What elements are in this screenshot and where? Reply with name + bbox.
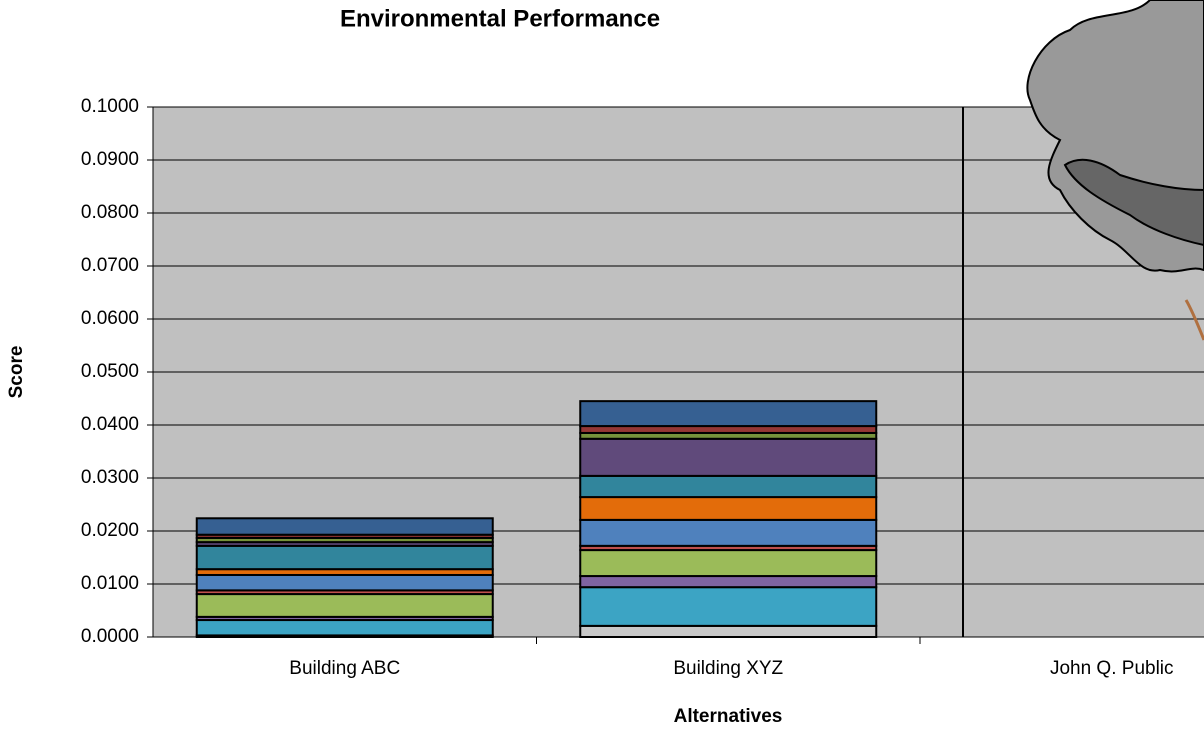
bar-segment [195,619,494,637]
y-tick-label: 0.0800 [81,202,139,223]
bar-segment [579,549,878,578]
chart-title: Environmental Performance [340,5,660,32]
bar-segment [579,400,878,428]
y-tick-label: 0.0900 [81,149,139,170]
x-tick-label: Building ABC [289,658,400,679]
y-tick-label: 0.0400 [81,414,139,435]
y-tick-label: 0.0100 [81,573,139,594]
bar-segment [579,624,878,638]
bar-segment [579,518,878,547]
bar-segment [579,496,878,521]
y-tick-label: 0.0600 [81,308,139,329]
y-tick-label: 0.1000 [81,96,139,117]
marks [153,106,1204,638]
bar-segment [579,474,878,499]
y-axis-title: Score [6,346,27,399]
bar-segment [195,544,494,571]
bar-segment [195,593,494,618]
bar-segment [579,437,878,477]
y-tick-label: 0.0500 [81,361,139,382]
y-tick-label: 0.0200 [81,520,139,541]
x-tick-label: Building XYZ [673,658,783,679]
y-tick-label: 0.0300 [81,467,139,488]
y-tick-label: 0.0700 [81,255,139,276]
bar-segment [195,517,494,536]
bar-segment [579,575,878,589]
cartoon-hand [1184,299,1204,341]
y-tick-label: 0.0000 [81,626,139,647]
bar-segment [195,573,494,592]
bar-segment [579,586,878,627]
bar-segment [579,425,878,434]
x-axis-title: Alternatives [674,706,783,727]
x-tick-label: John Q. Public [1050,658,1174,679]
